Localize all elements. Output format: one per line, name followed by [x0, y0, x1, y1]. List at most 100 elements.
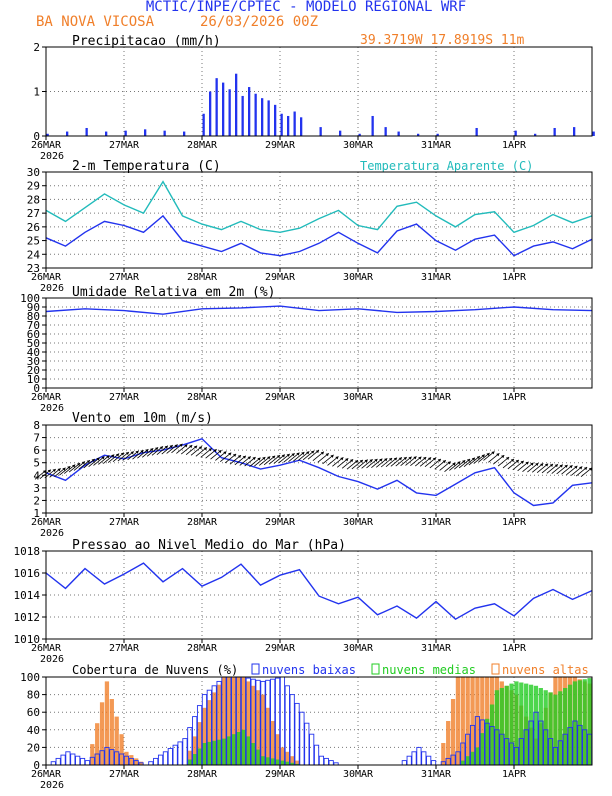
- wind-arrowhead: [169, 445, 173, 449]
- cloud-low-bar: [70, 753, 76, 766]
- precip-bar: [215, 78, 218, 136]
- wind-arrowhead: [301, 452, 305, 456]
- cloud-high-bar: [246, 681, 251, 765]
- cloud-high-bar: [95, 723, 100, 765]
- precip-bar: [248, 87, 251, 136]
- cloud-low-bar: [411, 751, 417, 766]
- wind-arrowhead: [544, 463, 549, 467]
- wind-arrowhead: [101, 456, 105, 460]
- cloud-mid-bar: [192, 754, 197, 765]
- x-tick-label: 31MAR: [421, 769, 452, 780]
- cloud-high-bar: [446, 721, 451, 765]
- cloud-mid-bar: [465, 756, 470, 765]
- wind-arrowhead: [315, 450, 319, 454]
- wind-arrowhead: [471, 457, 475, 461]
- cloud-low-bar: [426, 755, 432, 766]
- wind-arrowhead: [52, 469, 56, 472]
- precip-bar: [371, 115, 374, 136]
- wind-arrowhead: [208, 448, 212, 452]
- y-tick-label: 2: [33, 494, 40, 507]
- y-tick-label: 90: [27, 301, 40, 314]
- wind-arrowhead: [91, 458, 95, 462]
- x-tick-label: 30MAR: [343, 517, 374, 528]
- cloud-mid-bar: [246, 736, 251, 765]
- x-tick-label: 26MAR: [31, 769, 62, 780]
- cloud-mid-bar: [558, 691, 563, 765]
- pressure-line: [45, 562, 593, 621]
- y-tick-label: 60: [27, 328, 40, 341]
- wind-arrowhead: [583, 467, 588, 471]
- cloud-high-bar: [90, 744, 95, 765]
- wind-arrowhead: [296, 452, 300, 456]
- wind-arrowhead: [164, 445, 168, 449]
- wind-arrowhead: [330, 454, 334, 458]
- y-tick-label: 5: [33, 457, 40, 470]
- precip-bar: [105, 131, 108, 136]
- wind-arrowhead: [320, 451, 324, 455]
- wind-arrowhead: [154, 447, 159, 451]
- y-tick-label: 6: [33, 444, 40, 457]
- wind-arrowhead: [189, 445, 193, 449]
- y-tick-label: 7: [33, 432, 40, 445]
- wind-arrowhead: [286, 453, 290, 457]
- wind-arrowhead: [393, 457, 397, 461]
- cloud-high-bar: [241, 677, 246, 765]
- y-tick-label: 60: [27, 706, 40, 719]
- cloud-high-bar: [475, 677, 480, 765]
- x-tick-label: 29MAR: [265, 140, 296, 151]
- x-tick-label: 28MAR: [187, 769, 218, 780]
- cloud-mid-bar: [538, 688, 543, 765]
- x-tick-label: 29MAR: [265, 643, 296, 654]
- cloud-mid-bar: [509, 683, 514, 765]
- cloud-high-bar: [270, 721, 275, 765]
- wind-arrowhead: [403, 457, 407, 461]
- wind-arrowhead: [525, 461, 529, 465]
- legend-label: nuvens altas: [502, 663, 589, 677]
- wind-arrowhead: [588, 467, 592, 471]
- wind-arrowhead: [135, 450, 139, 454]
- y-tick-label: 2: [33, 41, 40, 54]
- wind-arrowhead: [549, 463, 553, 467]
- x-tick-label: 27MAR: [109, 392, 140, 403]
- cloud-mid-bar: [499, 688, 504, 765]
- cloud-mid-bar: [202, 743, 207, 765]
- wind-arrowhead: [130, 451, 134, 455]
- x-tick-label: 28MAR: [187, 643, 218, 654]
- x-tick-label: 31MAR: [421, 517, 452, 528]
- y-tick-label: 0: [33, 130, 40, 143]
- cloud-mid-bar: [519, 682, 524, 765]
- cloud-low-bar: [299, 711, 305, 766]
- y-tick-label: 80: [27, 689, 40, 702]
- wind-arrowhead: [505, 457, 510, 461]
- cloud-mid-bar: [275, 759, 280, 765]
- wind-arrowhead: [384, 458, 388, 462]
- x-tick-label: 27MAR: [109, 272, 140, 283]
- x-tick-label: 30MAR: [343, 769, 374, 780]
- x-tick-label: 1APR: [502, 272, 527, 283]
- x-tick-label: 28MAR: [187, 392, 218, 403]
- precip-bar: [293, 111, 296, 136]
- header-run: 26/03/2026 00Z: [200, 14, 318, 30]
- cloud-high-bar: [251, 685, 256, 765]
- cloud-low-bar: [421, 751, 427, 766]
- wind-arrowhead: [42, 470, 46, 474]
- wind-arrowhead: [466, 458, 471, 462]
- cloud-low-bar: [55, 757, 61, 766]
- wind-arrowhead: [213, 449, 217, 453]
- wind-arrowhead: [452, 462, 456, 466]
- cloud-mid-bar: [270, 758, 275, 765]
- wind-arrowhead: [140, 450, 144, 454]
- y-tick-label: 1010: [14, 633, 41, 646]
- precip-bar: [475, 127, 478, 136]
- precip-bar: [267, 100, 270, 136]
- wind-arrowhead: [374, 458, 378, 462]
- humidity-line: [45, 305, 593, 315]
- cloud-mid-bar: [587, 678, 592, 765]
- y-tick-label: 23: [27, 262, 40, 275]
- x-tick-label: 1APR: [502, 643, 527, 654]
- cloud-mid-bar: [504, 685, 509, 765]
- x-tick-label: 29MAR: [265, 517, 296, 528]
- wind-arrowhead: [491, 451, 495, 455]
